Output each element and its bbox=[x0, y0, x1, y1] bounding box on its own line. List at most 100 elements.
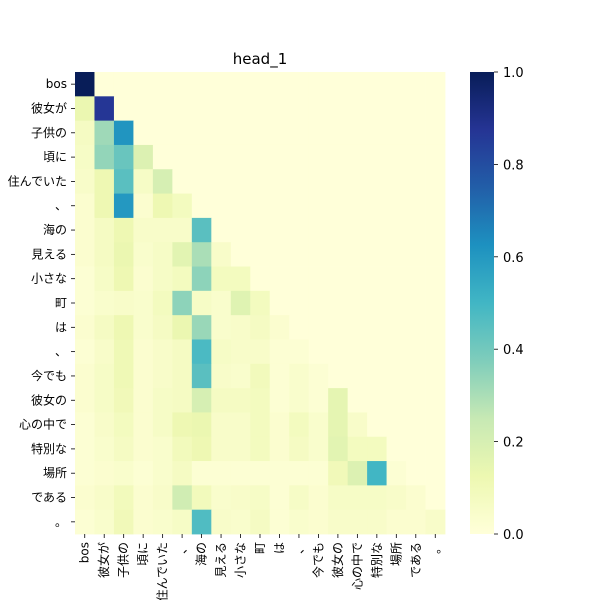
heatmap-cell bbox=[230, 388, 251, 413]
heatmap-cell bbox=[133, 242, 154, 267]
heatmap-cell bbox=[172, 339, 193, 365]
heatmap-cell bbox=[133, 72, 154, 97]
heatmap-cell bbox=[211, 242, 232, 267]
heatmap-cell bbox=[211, 509, 232, 535]
heatmap-cell bbox=[406, 461, 426, 486]
heatmap-cell bbox=[75, 315, 95, 340]
heatmap-cell bbox=[133, 120, 154, 146]
x-tick-label: 、 bbox=[292, 542, 306, 554]
heatmap-cell bbox=[269, 509, 290, 535]
heatmap-cell bbox=[406, 412, 426, 438]
colorbar-tick-label: 0.6 bbox=[503, 251, 524, 266]
y-tick-label: 、 bbox=[55, 345, 67, 359]
heatmap-cell bbox=[406, 436, 426, 462]
heatmap-cell bbox=[113, 169, 134, 194]
heatmap-cell bbox=[425, 120, 446, 146]
heatmap-cell bbox=[172, 120, 193, 146]
heatmap-cell bbox=[211, 266, 232, 292]
heatmap-cell bbox=[367, 193, 387, 219]
heatmap-cell bbox=[425, 217, 446, 243]
heatmap-cell bbox=[289, 363, 310, 389]
x-tick-label: bos bbox=[78, 542, 92, 563]
heatmap-cell bbox=[94, 436, 115, 462]
colorbar-tick-label: 0.2 bbox=[503, 436, 524, 451]
heatmap-cell bbox=[328, 144, 349, 170]
heatmap-cell bbox=[191, 315, 212, 340]
heatmap-cell bbox=[269, 339, 290, 365]
heatmap-cell bbox=[386, 193, 407, 219]
heatmap-cell bbox=[191, 436, 212, 462]
heatmap-cell bbox=[328, 266, 349, 292]
heatmap-cell bbox=[328, 485, 349, 511]
heatmap-cell bbox=[230, 436, 251, 462]
heatmap-cell bbox=[308, 412, 329, 438]
heatmap-cell bbox=[425, 315, 446, 340]
heatmap-cell bbox=[250, 144, 271, 170]
heatmap-cell bbox=[250, 72, 271, 97]
heatmap-cell bbox=[269, 193, 290, 219]
heatmap-cell bbox=[152, 193, 173, 219]
y-tick-label: 特別な bbox=[31, 441, 67, 456]
y-tick-label: 今でも bbox=[31, 368, 67, 383]
heatmap-cell bbox=[289, 120, 310, 146]
heatmap-cell bbox=[425, 509, 446, 535]
heatmap-cell bbox=[191, 412, 212, 438]
heatmap-cell bbox=[230, 217, 251, 243]
heatmap-cell bbox=[133, 339, 154, 365]
heatmap-cell bbox=[113, 461, 134, 486]
heatmap-cell bbox=[386, 217, 407, 243]
heatmap-cell bbox=[230, 485, 251, 511]
heatmap-cell bbox=[172, 242, 193, 267]
heatmap-cell bbox=[152, 217, 173, 243]
heatmap-cell bbox=[230, 290, 251, 316]
heatmap-cell bbox=[75, 217, 95, 243]
heatmap-cell bbox=[113, 339, 134, 365]
heatmap-cell bbox=[386, 266, 407, 292]
heatmap-cell bbox=[406, 144, 426, 170]
heatmap-cell bbox=[289, 339, 310, 365]
heatmap-cell bbox=[250, 461, 271, 486]
heatmap-cell bbox=[133, 96, 154, 122]
heatmap-cell bbox=[386, 290, 407, 316]
heatmap-cell bbox=[347, 266, 368, 292]
heatmap-cell bbox=[211, 461, 232, 486]
colorbar-tick-label: 1.0 bbox=[503, 66, 524, 81]
heatmap-cell bbox=[328, 388, 349, 413]
heatmap-cell bbox=[230, 193, 251, 219]
heatmap-cell bbox=[133, 217, 154, 243]
heatmap-cell bbox=[328, 193, 349, 219]
heatmap-cell bbox=[386, 436, 407, 462]
heatmap-cell bbox=[152, 436, 173, 462]
heatmap-cell bbox=[406, 509, 426, 535]
heatmap-cell bbox=[75, 339, 95, 365]
y-tick-label: bos bbox=[46, 77, 67, 91]
heatmap-cell bbox=[211, 96, 232, 122]
heatmap-cell bbox=[289, 461, 310, 486]
heatmap-cell bbox=[425, 290, 446, 316]
heatmap-cell bbox=[94, 96, 115, 122]
heatmap-cell bbox=[367, 461, 387, 486]
heatmap-cell bbox=[425, 461, 446, 486]
heatmap-cell bbox=[94, 412, 115, 438]
y-tick-label: 彼女が bbox=[31, 100, 67, 115]
heatmap-cell bbox=[133, 315, 154, 340]
heatmap-cell bbox=[406, 193, 426, 219]
heatmap-cell bbox=[113, 509, 134, 535]
heatmap-cell bbox=[269, 290, 290, 316]
heatmap-cell bbox=[152, 339, 173, 365]
heatmap-cell bbox=[308, 436, 329, 462]
heatmap-cell bbox=[75, 169, 95, 194]
heatmap-cell bbox=[191, 144, 212, 170]
heatmap-cell bbox=[308, 461, 329, 486]
heatmap-cell bbox=[328, 96, 349, 122]
heatmap-cell bbox=[113, 485, 134, 511]
heatmap-cell bbox=[289, 169, 310, 194]
heatmap-cell bbox=[347, 290, 368, 316]
heatmap-cell bbox=[211, 412, 232, 438]
heatmap-cell bbox=[347, 412, 368, 438]
heatmap-cell bbox=[113, 412, 134, 438]
heatmap-cell bbox=[289, 193, 310, 219]
heatmap-cell bbox=[386, 412, 407, 438]
heatmap-cell bbox=[269, 485, 290, 511]
